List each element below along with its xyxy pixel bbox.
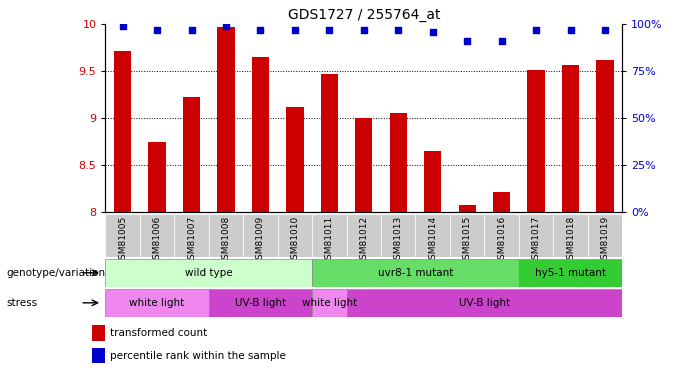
Bar xyxy=(588,214,622,257)
Bar xyxy=(519,259,622,287)
Bar xyxy=(596,60,613,212)
Point xyxy=(358,27,369,33)
Text: GSM81014: GSM81014 xyxy=(428,216,437,265)
Text: genotype/variation: genotype/variation xyxy=(7,268,106,278)
Text: GSM81015: GSM81015 xyxy=(462,216,472,265)
Bar xyxy=(92,325,105,341)
Bar xyxy=(209,214,243,257)
Point xyxy=(462,38,473,44)
Point xyxy=(290,27,301,33)
Bar xyxy=(148,142,166,212)
Bar xyxy=(286,107,303,212)
Bar xyxy=(277,214,312,257)
Bar xyxy=(484,214,519,257)
Text: GSM81009: GSM81009 xyxy=(256,216,265,265)
Bar xyxy=(218,27,235,212)
Text: white light: white light xyxy=(302,298,357,308)
Text: GSM81006: GSM81006 xyxy=(152,216,162,265)
Point xyxy=(600,27,611,33)
Bar xyxy=(493,192,510,212)
Text: GSM81018: GSM81018 xyxy=(566,216,575,265)
Point xyxy=(186,27,197,33)
Bar xyxy=(450,214,484,257)
Text: GSM81005: GSM81005 xyxy=(118,216,127,265)
Bar xyxy=(424,151,441,212)
Bar xyxy=(140,214,174,257)
Bar xyxy=(321,74,338,212)
Bar xyxy=(105,259,312,287)
Text: stress: stress xyxy=(7,298,38,308)
Point xyxy=(220,23,231,29)
Text: white light: white light xyxy=(129,298,185,308)
Bar xyxy=(183,98,200,212)
Text: GSM81007: GSM81007 xyxy=(187,216,196,265)
Bar xyxy=(381,214,415,257)
Text: uvr8-1 mutant: uvr8-1 mutant xyxy=(378,268,453,278)
Point xyxy=(152,27,163,33)
Text: GSM81012: GSM81012 xyxy=(359,216,369,265)
Text: percentile rank within the sample: percentile rank within the sample xyxy=(110,351,286,361)
Text: GSM81017: GSM81017 xyxy=(532,216,541,265)
Text: GSM81013: GSM81013 xyxy=(394,216,403,265)
Bar xyxy=(554,214,588,257)
Bar xyxy=(347,289,622,317)
Bar xyxy=(415,214,450,257)
Text: wild type: wild type xyxy=(185,268,233,278)
Bar xyxy=(114,51,131,212)
Text: GSM81008: GSM81008 xyxy=(222,216,231,265)
Bar xyxy=(174,214,209,257)
Text: GSM81019: GSM81019 xyxy=(600,216,609,265)
Bar xyxy=(519,214,554,257)
Text: UV-B light: UV-B light xyxy=(459,298,510,308)
Text: GSM81011: GSM81011 xyxy=(325,216,334,265)
Bar xyxy=(209,289,312,317)
Text: hy5-1 mutant: hy5-1 mutant xyxy=(535,268,606,278)
Text: transformed count: transformed count xyxy=(110,328,207,338)
Bar xyxy=(105,289,209,317)
Point xyxy=(427,29,438,35)
Bar xyxy=(105,214,140,257)
Text: GSM81010: GSM81010 xyxy=(290,216,299,265)
Bar xyxy=(312,289,347,317)
Bar xyxy=(312,259,519,287)
Bar xyxy=(528,70,545,212)
Bar xyxy=(312,214,347,257)
Point xyxy=(496,38,507,44)
Text: GSM81016: GSM81016 xyxy=(497,216,506,265)
Bar xyxy=(562,64,579,212)
Point xyxy=(393,27,404,33)
Point xyxy=(565,27,576,33)
Bar xyxy=(252,57,269,212)
Bar xyxy=(347,214,381,257)
Point xyxy=(255,27,266,33)
Bar xyxy=(458,205,476,212)
Bar xyxy=(355,118,373,212)
Title: GDS1727 / 255764_at: GDS1727 / 255764_at xyxy=(288,8,440,22)
Bar xyxy=(390,113,407,212)
Bar xyxy=(92,348,105,363)
Point xyxy=(324,27,335,33)
Text: UV-B light: UV-B light xyxy=(235,298,286,308)
Bar xyxy=(243,214,277,257)
Point xyxy=(117,23,128,29)
Point xyxy=(530,27,541,33)
